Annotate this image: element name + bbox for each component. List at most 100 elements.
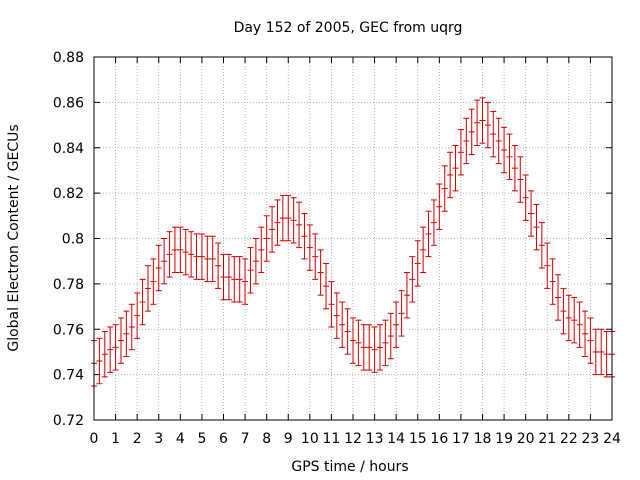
error-bar [603,331,610,378]
error-bar [290,197,297,244]
error-bar [225,253,232,301]
error-bar [166,231,173,278]
error-bar [355,319,362,367]
error-bar [479,97,486,144]
error-bar [112,324,119,371]
error-bar [306,224,313,271]
error-bar [506,133,513,181]
error-bar [107,326,114,373]
error-bar [301,213,308,260]
y-tick-label: 0.88 [53,50,84,66]
error-bar [436,183,443,230]
x-tick-label: 6 [219,431,228,447]
error-bar [571,296,578,344]
y-tick-label: 0.74 [53,368,84,384]
x-tick-label: 1 [111,431,120,447]
x-tick-label: 9 [284,431,293,447]
error-bar [490,110,497,158]
y-tick-labels: 0.72 0.74 0.76 0.78 0.8 0.82 0.84 0.86 0.88 [53,50,84,429]
x-tick-label: 20 [517,431,535,447]
y-tick-label: 0.84 [53,141,84,157]
error-bar [128,303,135,351]
x-tick-label: 4 [176,431,185,447]
error-bar [215,242,222,289]
x-tick-label: 7 [241,431,250,447]
error-bar [403,272,410,319]
x-tick-label: 5 [197,431,206,447]
error-bar [123,310,130,357]
error-bar [549,258,556,305]
error-bar [463,117,470,165]
error-bar [274,199,281,246]
error-bar [182,228,189,276]
error-bar [317,249,324,296]
error-bar [576,301,583,348]
error-bar [247,247,254,294]
error-bar [366,324,373,371]
error-bar [171,226,178,274]
grid-lines [94,57,612,420]
x-tick-label: 16 [430,431,448,447]
error-bar [387,312,394,360]
error-bar [522,174,529,221]
x-tick-label: 2 [133,431,142,447]
error-bar [511,144,518,192]
y-tick-label: 0.72 [53,413,84,429]
error-bar [414,240,421,287]
y-tick-label: 0.76 [53,322,84,338]
plot-frame [93,56,613,421]
error-bar [101,331,108,378]
error-bar [198,233,205,280]
error-bar [155,244,162,292]
error-bar [350,317,356,364]
error-bar [560,287,567,335]
error-bar [193,233,200,280]
error-bar [117,317,124,364]
error-bar [333,292,340,339]
x-tick-label: 13 [366,431,384,447]
error-bar [393,301,400,348]
x-tick-label: 10 [301,431,319,447]
error-bar [582,310,589,357]
error-bar [296,201,303,249]
y-tick-label: 0.78 [53,277,84,293]
error-bar [371,326,378,373]
error-bar [209,235,216,283]
error-bar [161,238,168,285]
error-bar [517,156,524,203]
error-bar [441,165,448,212]
error-bar [150,258,157,305]
error-bar [231,256,238,303]
error-bar [528,190,535,237]
chart-title: Day 152 of 2005, GEC from uqrg [234,20,463,36]
x-tick-label: 15 [409,431,427,447]
x-tick-label: 21 [538,431,556,447]
error-bar [144,265,151,312]
x-tick-label: 22 [560,431,578,447]
error-bar [279,194,286,242]
error-bar [565,294,572,342]
error-bar [587,317,594,364]
error-bar [544,242,551,289]
x-tick-label: 3 [154,431,163,447]
error-bar [328,281,335,328]
x-tick-label: 11 [323,431,341,447]
error-bar [312,233,319,280]
error-bar [425,210,432,258]
x-tick-labels: 0 1 2 3 4 5 6 7 8 9 10 11 12 13 14 15 16 17 18 19 20 21 22 23 24 [90,431,621,447]
error-bar [409,256,416,303]
y-tick-label: 0.82 [53,186,84,202]
error-bar [258,226,265,274]
y-tick-label: 0.86 [53,95,84,111]
error-bar [484,101,491,149]
x-tick-label: 23 [582,431,600,447]
y-axis-label: Global Electron Content / GECUs [6,124,22,351]
error-bar [96,337,103,385]
error-bar [474,99,481,146]
error-bar [236,256,243,303]
x-tick-label: 14 [387,431,405,447]
error-bar [598,328,605,376]
x-axis-label: GPS time / hours [291,459,408,475]
error-bar [344,308,351,355]
error-bar [323,262,330,310]
